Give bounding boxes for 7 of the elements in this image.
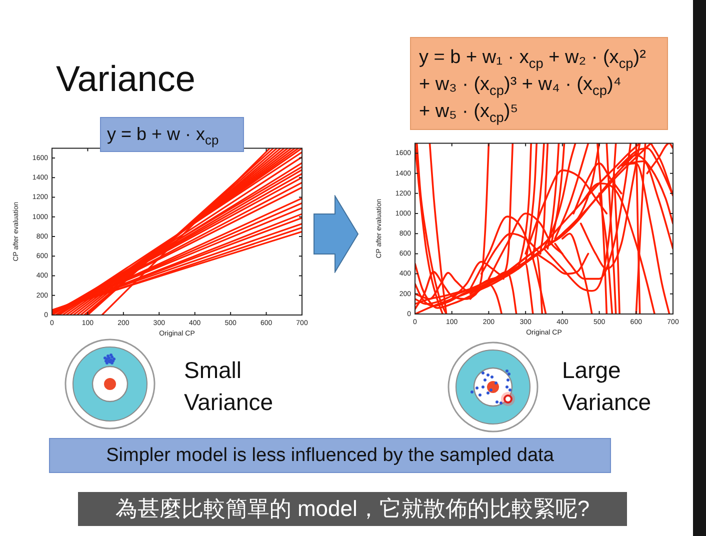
- text: Large Variance: [562, 356, 652, 417]
- text: Simpler model is less influenced by the sampled data: [49, 438, 611, 473]
- chart-title: y = b + w · x$_{cp}$: [100, 117, 244, 152]
- chart-title: y = b + w₁ · x$_{cp}$ + w₂ · (x$_{cp}$)² + w₃ · (x$_{cp}$)³ + w₄ · (x$_{cp}$)⁴ + w₅ · (x$_{cp}$)⁵: [419, 47, 646, 125]
- text: 為甚麼比較簡單的 model，它就散佈的比較緊呢?: [78, 492, 627, 526]
- text: Small Variance: [184, 356, 274, 417]
- text: Variance: [56, 58, 196, 100]
